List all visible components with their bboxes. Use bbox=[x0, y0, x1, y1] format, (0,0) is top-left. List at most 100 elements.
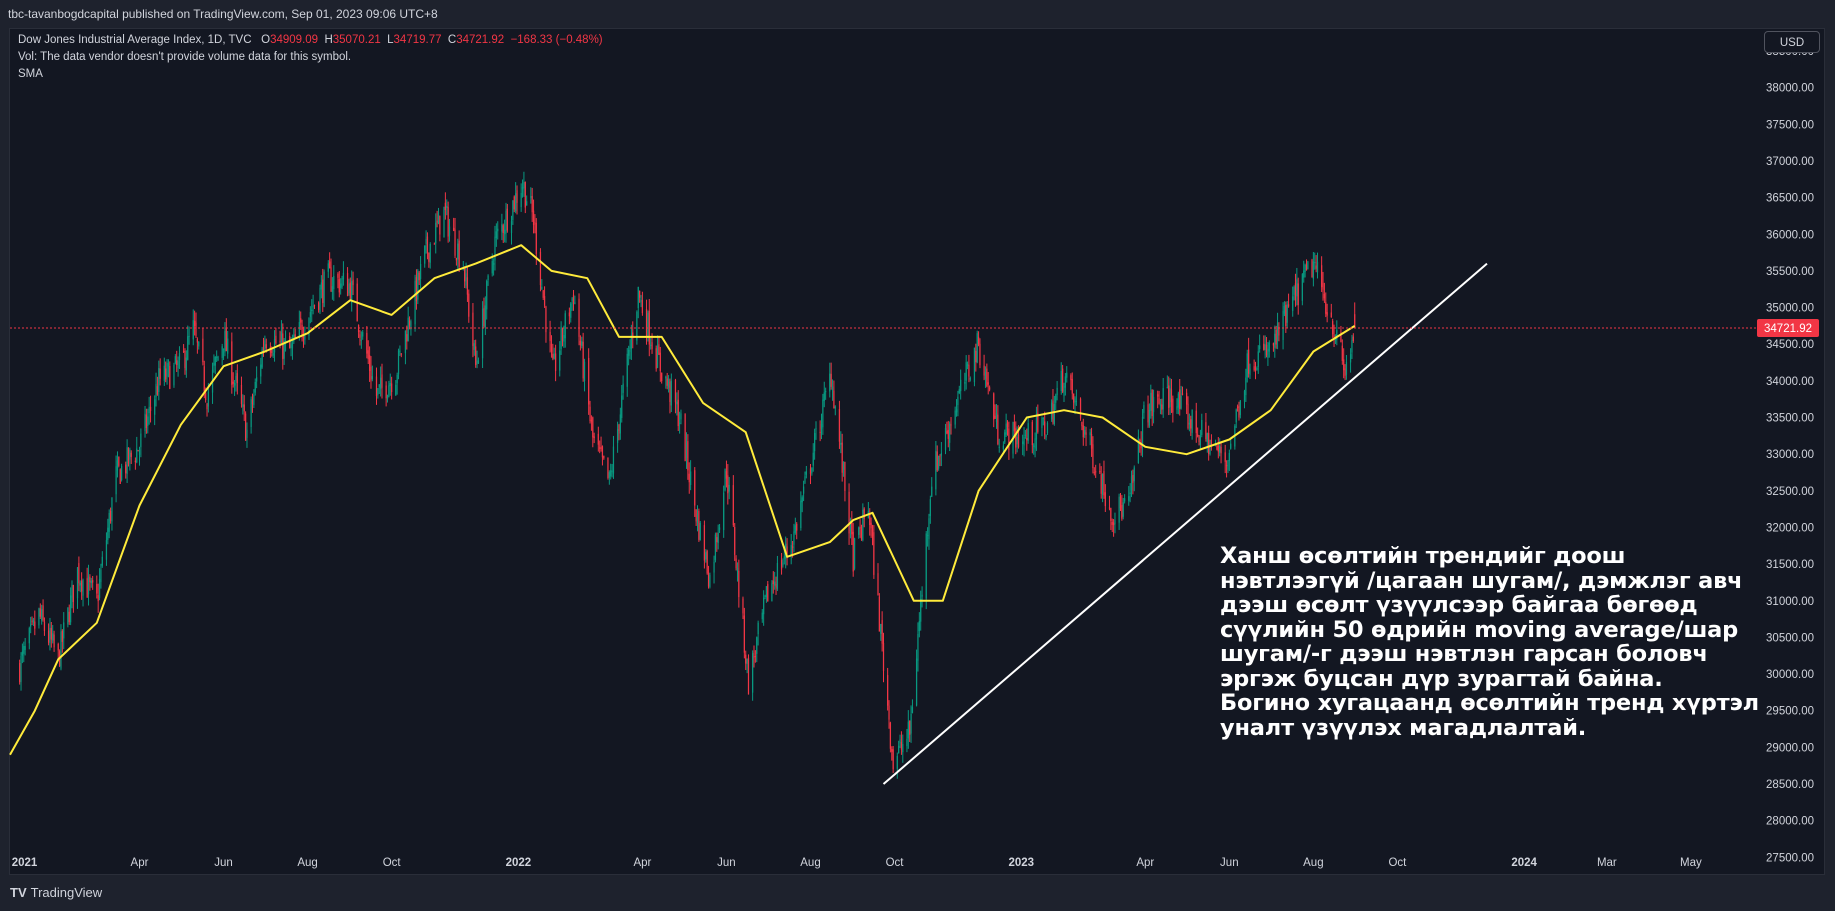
sma-indicator-label[interactable]: SMA bbox=[18, 68, 43, 80]
candle-body bbox=[1084, 430, 1086, 435]
candle-body bbox=[849, 518, 852, 531]
candle-body bbox=[706, 550, 708, 574]
candle-body bbox=[1301, 274, 1303, 301]
candle-body bbox=[694, 470, 696, 506]
candle-body bbox=[76, 567, 79, 599]
candle-body bbox=[1263, 343, 1265, 350]
candle-body bbox=[650, 344, 652, 346]
candle-body bbox=[805, 471, 807, 475]
candle-body bbox=[407, 317, 409, 341]
currency-button[interactable]: USD bbox=[1764, 31, 1820, 53]
candle-body bbox=[1079, 398, 1082, 419]
candle-body bbox=[415, 277, 418, 302]
candle-body bbox=[156, 386, 159, 395]
candle-body bbox=[243, 404, 245, 412]
low-label: L bbox=[387, 34, 394, 46]
symbol-legend[interactable]: Dow Jones Industrial Average Index, 1D, … bbox=[18, 34, 603, 46]
candle-body bbox=[188, 335, 190, 338]
candle-body bbox=[98, 578, 101, 598]
candle-body bbox=[560, 326, 562, 350]
candle-body bbox=[264, 340, 266, 351]
candle-body bbox=[1104, 492, 1106, 507]
candle-body bbox=[559, 350, 561, 371]
candle-body bbox=[793, 531, 795, 545]
x-tick-label: Jun bbox=[1220, 857, 1239, 869]
candle-body bbox=[1013, 421, 1016, 432]
candle-body bbox=[655, 348, 657, 369]
candle-body bbox=[481, 308, 484, 359]
candle-body bbox=[125, 464, 127, 474]
candle-body bbox=[1253, 366, 1255, 370]
candle-body bbox=[761, 612, 763, 620]
candle-body bbox=[656, 345, 659, 368]
candle-body bbox=[812, 452, 814, 466]
candle-body bbox=[677, 399, 679, 427]
candle-body bbox=[685, 442, 688, 459]
candle-body bbox=[532, 210, 535, 226]
volume-note: Vol: The data vendor doesn't provide vol… bbox=[18, 51, 352, 63]
y-tick-label: 27500.00 bbox=[1766, 852, 1814, 864]
candle-body bbox=[568, 312, 570, 317]
candle-body bbox=[1267, 348, 1269, 358]
candle-body bbox=[1099, 471, 1101, 473]
tradingview-logo-icon: TV bbox=[10, 885, 27, 900]
candle-body bbox=[1268, 342, 1270, 352]
candle-body bbox=[366, 332, 368, 354]
brand-name: TradingView bbox=[30, 885, 103, 900]
candle-body bbox=[802, 486, 805, 494]
candle-body bbox=[313, 305, 316, 307]
candle-body bbox=[1286, 304, 1288, 323]
candle-body bbox=[553, 353, 555, 360]
candle-body bbox=[1354, 314, 1356, 328]
y-tick-label: 34500.00 bbox=[1766, 339, 1814, 351]
candle-body bbox=[505, 210, 507, 234]
candle-body bbox=[329, 261, 331, 269]
candle-body bbox=[535, 222, 537, 254]
candle-body bbox=[851, 520, 853, 535]
candle-body bbox=[964, 382, 966, 384]
candle-body bbox=[998, 446, 1000, 448]
candle-body bbox=[351, 281, 353, 304]
candle-body bbox=[159, 368, 161, 379]
candle-body bbox=[592, 417, 594, 438]
candle-body bbox=[590, 419, 593, 422]
candle-body bbox=[126, 447, 128, 474]
candle-body bbox=[709, 574, 711, 588]
x-tick-label: May bbox=[1680, 857, 1702, 869]
candle-body bbox=[1220, 446, 1222, 454]
candle-body bbox=[993, 393, 995, 420]
candle-body bbox=[995, 413, 998, 423]
candle-body bbox=[1152, 397, 1155, 413]
candle-body bbox=[661, 372, 663, 382]
candle-body bbox=[794, 525, 796, 533]
candle-body bbox=[1122, 502, 1124, 517]
candle-body bbox=[1340, 332, 1342, 343]
candle-body bbox=[1274, 333, 1276, 348]
candle-body bbox=[138, 449, 141, 455]
candle-body bbox=[370, 366, 372, 381]
tradingview-brand[interactable]: TV TradingView bbox=[10, 885, 102, 900]
candle-body bbox=[136, 448, 138, 463]
candle-body bbox=[753, 656, 755, 658]
candle-body bbox=[443, 206, 445, 238]
candle-body bbox=[184, 350, 186, 368]
candle-body bbox=[436, 220, 438, 223]
candle-body bbox=[378, 384, 380, 388]
candle-body bbox=[917, 633, 919, 661]
candle-body bbox=[510, 221, 513, 233]
candle-body bbox=[541, 286, 543, 290]
x-tick-label: 2023 bbox=[1008, 857, 1034, 869]
candle-body bbox=[804, 476, 806, 483]
candle-body bbox=[1074, 398, 1076, 405]
candle-body bbox=[1119, 496, 1122, 509]
candle-body bbox=[216, 356, 218, 358]
candle-body bbox=[1046, 422, 1049, 434]
chart-frame[interactable] bbox=[9, 28, 1825, 875]
candle-body bbox=[273, 338, 276, 353]
candle-body bbox=[696, 513, 699, 524]
x-tick-label: Apr bbox=[1136, 857, 1154, 869]
candle-body bbox=[487, 275, 489, 281]
candle-body bbox=[311, 309, 313, 312]
